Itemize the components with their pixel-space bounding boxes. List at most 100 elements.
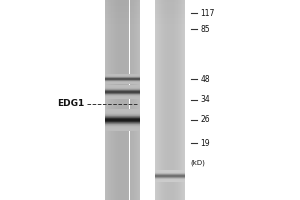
Bar: [155, 0, 185, 2]
Bar: [129, 0, 130, 200]
Bar: [105, 2, 140, 4]
Bar: [105, 10, 140, 12]
Bar: [155, 16, 185, 18]
Bar: [105, 126, 140, 127]
Bar: [105, 118, 140, 119]
Bar: [105, 111, 140, 112]
Bar: [157, 0, 158, 200]
Bar: [105, 110, 140, 111]
Bar: [105, 128, 140, 129]
Bar: [106, 0, 107, 200]
Bar: [105, 116, 140, 117]
Bar: [105, 20, 140, 22]
Bar: [155, 4, 185, 6]
Bar: [107, 0, 108, 200]
Bar: [155, 6, 185, 8]
Bar: [135, 0, 136, 200]
Bar: [114, 0, 115, 200]
Bar: [164, 0, 165, 200]
Bar: [120, 0, 121, 200]
Bar: [180, 0, 181, 200]
Bar: [105, 117, 140, 118]
Bar: [160, 0, 161, 200]
Bar: [178, 0, 179, 200]
Bar: [183, 0, 184, 200]
Bar: [118, 0, 119, 200]
Text: 48: 48: [200, 74, 210, 84]
Bar: [105, 123, 140, 124]
Bar: [161, 0, 162, 200]
Bar: [109, 0, 110, 200]
Bar: [155, 20, 185, 22]
Bar: [121, 0, 122, 200]
Bar: [155, 12, 185, 14]
Bar: [105, 6, 140, 8]
Bar: [126, 0, 127, 200]
Bar: [105, 18, 140, 20]
Bar: [123, 0, 124, 200]
Text: 34: 34: [200, 96, 210, 104]
Bar: [155, 18, 185, 20]
Bar: [168, 0, 169, 200]
Bar: [105, 14, 140, 16]
Bar: [105, 119, 140, 120]
Bar: [105, 22, 140, 24]
Bar: [155, 22, 185, 24]
Bar: [167, 0, 168, 200]
Bar: [162, 0, 163, 200]
Bar: [105, 112, 140, 113]
Bar: [174, 0, 175, 200]
Bar: [171, 0, 172, 200]
Bar: [177, 0, 178, 200]
Text: (kD): (kD): [190, 160, 206, 166]
Text: 19: 19: [200, 138, 210, 148]
Bar: [105, 4, 140, 6]
Text: 85: 85: [200, 24, 210, 33]
Bar: [116, 0, 117, 200]
Bar: [173, 0, 174, 200]
Text: 26: 26: [200, 116, 210, 124]
Bar: [105, 0, 140, 2]
Bar: [115, 0, 116, 200]
Bar: [105, 122, 140, 123]
Bar: [105, 12, 140, 14]
Bar: [128, 0, 129, 200]
Bar: [155, 14, 185, 16]
Bar: [105, 0, 106, 200]
Bar: [165, 0, 166, 200]
Bar: [158, 0, 159, 200]
Bar: [108, 0, 109, 200]
Bar: [105, 124, 140, 125]
Bar: [124, 0, 125, 200]
Bar: [112, 0, 113, 200]
Bar: [131, 0, 132, 200]
Bar: [163, 0, 164, 200]
Bar: [136, 0, 137, 200]
Bar: [127, 0, 128, 200]
Bar: [184, 0, 185, 200]
Bar: [156, 0, 157, 200]
Bar: [113, 0, 114, 200]
Bar: [105, 125, 140, 126]
Bar: [111, 0, 112, 200]
Text: 117: 117: [200, 8, 215, 18]
Bar: [105, 8, 140, 10]
Bar: [105, 127, 140, 128]
Bar: [105, 109, 140, 110]
Bar: [105, 121, 140, 122]
Bar: [155, 10, 185, 12]
Bar: [110, 0, 111, 200]
Bar: [117, 0, 118, 200]
Bar: [133, 0, 134, 200]
Bar: [181, 0, 182, 200]
Bar: [179, 0, 180, 200]
Bar: [130, 0, 131, 200]
Bar: [125, 0, 126, 200]
Bar: [105, 129, 140, 130]
Bar: [155, 0, 156, 200]
Bar: [155, 2, 185, 4]
Bar: [172, 0, 173, 200]
Bar: [169, 0, 170, 200]
Bar: [119, 0, 120, 200]
Bar: [170, 0, 171, 200]
